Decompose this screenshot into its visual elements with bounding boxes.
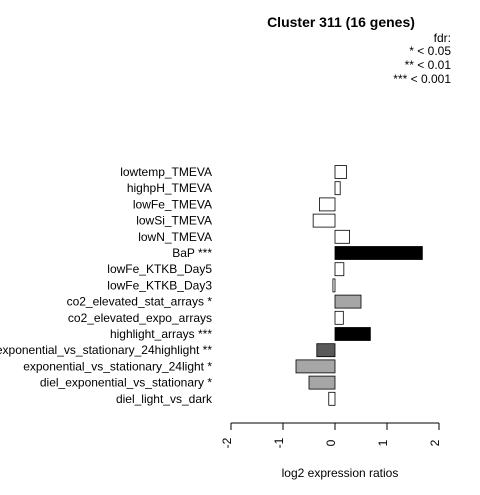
category-label: highpH_TMEVA <box>127 181 212 195</box>
bar <box>295 359 336 374</box>
bar <box>334 165 347 179</box>
category-label: lowFe_KTKB_Day3 <box>107 278 212 292</box>
legend: fdr: * < 0.05 ** < 0.01 *** < 0.001 <box>393 31 451 86</box>
category-label: co2_elevated_stat_arrays * <box>67 295 213 309</box>
category-label: diel_light_vs_dark <box>116 392 213 406</box>
category-labels: lowtemp_TMEVA highpH_TMEVA lowFe_TMEVA lowS… <box>0 165 213 406</box>
x-axis: -2 -1 0 1 2 <box>220 422 442 448</box>
x-tick-label: -2 <box>220 437 234 448</box>
category-label: lowN_TMEVA <box>138 230 212 244</box>
bar <box>334 310 344 325</box>
bar <box>334 294 362 309</box>
x-tick-label: 1 <box>376 439 390 446</box>
category-label: lowSi_TMEVA <box>136 214 212 228</box>
bar <box>332 278 336 293</box>
bar <box>328 391 336 406</box>
chart-title: Cluster 311 (16 genes) <box>267 14 415 30</box>
x-tick-label: 2 <box>428 439 442 446</box>
bar <box>334 262 345 277</box>
category-label: BaP *** <box>172 246 212 260</box>
bar <box>334 229 350 244</box>
bar <box>334 246 423 260</box>
bar <box>308 375 336 390</box>
bar <box>312 213 336 228</box>
x-tick-label: 0 <box>324 439 338 446</box>
category-label: co2_elevated_expo_arrays <box>68 311 212 325</box>
category-label: highlight_arrays *** <box>110 327 212 341</box>
bar <box>334 327 371 341</box>
bar <box>316 343 336 358</box>
bar <box>334 181 341 196</box>
bars <box>295 165 423 406</box>
legend-entry-3: *** < 0.001 <box>393 72 451 86</box>
x-axis-label: log2 expression ratios <box>282 466 399 480</box>
legend-entry-1: * < 0.05 <box>409 44 451 58</box>
category-label: exponential_vs_stationary_24light * <box>23 359 212 373</box>
category-label: exponential_vs_stationary_24highlight ** <box>0 343 212 357</box>
legend-title: fdr: <box>434 31 451 45</box>
bar <box>318 197 336 212</box>
category-label: lowFe_TMEVA <box>133 197 212 211</box>
category-label: diel_exponential_vs_stationary * <box>40 376 212 390</box>
category-label: lowtemp_TMEVA <box>120 165 212 179</box>
category-label: lowFe_KTKB_Day5 <box>107 262 212 276</box>
legend-entry-2: ** < 0.01 <box>405 58 452 72</box>
x-tick-label: -1 <box>272 437 286 448</box>
